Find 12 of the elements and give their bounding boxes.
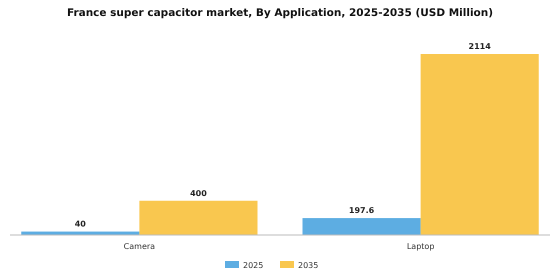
data-label: 400	[190, 188, 208, 198]
chart-title: France super capacitor market, By Application, 2025-2035 (USD Million)	[66, 7, 494, 19]
data-label: 2114	[468, 42, 492, 51]
legend-label: 2025	[243, 261, 264, 270]
bar	[139, 200, 258, 235]
legend-label: 2035	[298, 261, 318, 270]
data-label: 40	[74, 220, 86, 229]
bar	[420, 54, 539, 235]
x-tick-label: Laptop	[406, 242, 434, 251]
x-tick-label: Camera	[124, 242, 156, 251]
data-label: 197.6	[348, 206, 375, 216]
bar	[302, 218, 421, 235]
